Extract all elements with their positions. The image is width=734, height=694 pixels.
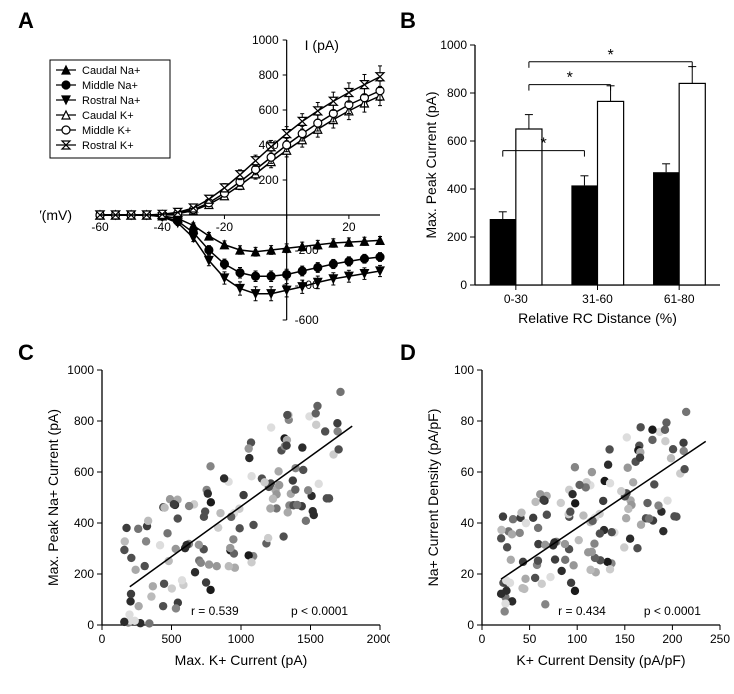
svg-text:61-80: 61-80 [664, 292, 695, 306]
svg-text:*: * [540, 136, 546, 153]
svg-text:K+ Current Density (pA/pF): K+ Current Density (pA/pF) [516, 652, 685, 668]
svg-text:200: 200 [662, 632, 682, 646]
svg-text:600: 600 [259, 103, 279, 117]
svg-text:100: 100 [567, 632, 587, 646]
svg-text:2000: 2000 [367, 632, 390, 646]
svg-text:p < 0.0001: p < 0.0001 [291, 604, 348, 618]
svg-text:Rostral Na+: Rostral Na+ [82, 95, 140, 107]
panel-a-chart: -60-40-2020-600-400-2002004006008001000V… [40, 30, 390, 330]
svg-text:60: 60 [461, 465, 475, 479]
svg-text:-20: -20 [216, 220, 234, 234]
svg-text:-40: -40 [154, 220, 172, 234]
svg-text:800: 800 [447, 86, 467, 100]
svg-text:0-30: 0-30 [504, 292, 528, 306]
svg-text:1000: 1000 [67, 363, 94, 377]
svg-text:*: * [567, 70, 573, 87]
svg-text:0: 0 [460, 278, 467, 292]
svg-text:-60: -60 [91, 220, 109, 234]
svg-text:Middle Na+: Middle Na+ [82, 80, 138, 92]
svg-text:600: 600 [74, 465, 94, 479]
svg-text:80: 80 [461, 414, 475, 428]
svg-text:V(mV): V(mV) [40, 207, 72, 223]
svg-text:0: 0 [87, 618, 94, 632]
svg-text:100: 100 [454, 363, 474, 377]
svg-text:500: 500 [161, 632, 181, 646]
svg-text:Max. Peak Current (pA): Max. Peak Current (pA) [423, 91, 439, 238]
svg-text:Caudal K+: Caudal K+ [82, 110, 134, 122]
svg-text:I (pA): I (pA) [305, 37, 339, 53]
svg-text:Caudal Na+: Caudal Na+ [82, 65, 140, 77]
svg-text:200: 200 [447, 230, 467, 244]
svg-text:Middle K+: Middle K+ [82, 125, 131, 137]
svg-text:Max. K+ Current (pA): Max. K+ Current (pA) [175, 652, 308, 668]
svg-text:p < 0.0001: p < 0.0001 [644, 604, 701, 618]
svg-text:0: 0 [467, 618, 474, 632]
svg-text:*: * [607, 47, 613, 64]
svg-text:400: 400 [74, 516, 94, 530]
panel-label-c: C [18, 340, 34, 366]
svg-text:50: 50 [523, 632, 537, 646]
svg-text:400: 400 [447, 182, 467, 196]
panel-b-chart: 0 200 400 600 800 1000 Max. Peak Current (pA) 0… [420, 30, 730, 330]
panel-label-a: A [18, 8, 34, 34]
svg-text:1000: 1000 [228, 632, 255, 646]
svg-text:800: 800 [259, 68, 279, 82]
svg-text:200: 200 [259, 173, 279, 187]
panel-label-d: D [400, 340, 416, 366]
svg-text:r = 0.434: r = 0.434 [558, 604, 606, 618]
svg-text:800: 800 [74, 414, 94, 428]
svg-text:Max. Peak Na+ Current (pA): Max. Peak Na+ Current (pA) [45, 409, 61, 586]
svg-text:1000: 1000 [252, 33, 279, 47]
svg-text:200: 200 [74, 567, 94, 581]
svg-text:31-60: 31-60 [582, 292, 613, 306]
svg-text:Na+ Current Density (pA/pF): Na+ Current Density (pA/pF) [425, 409, 441, 587]
svg-text:Relative RC Distance (%): Relative RC Distance (%) [518, 310, 677, 326]
svg-text:0: 0 [99, 632, 106, 646]
panel-label-b: B [400, 8, 416, 34]
svg-text:20: 20 [461, 567, 475, 581]
svg-text:150: 150 [615, 632, 635, 646]
svg-text:40: 40 [461, 516, 475, 530]
svg-text:20: 20 [342, 220, 356, 234]
svg-text:600: 600 [447, 134, 467, 148]
svg-text:0: 0 [479, 632, 486, 646]
svg-text:1000: 1000 [440, 38, 467, 52]
svg-text:1500: 1500 [297, 632, 324, 646]
panel-c-chart: 0 500 1000 1500 2000 0 200 400 600 800 1000 Max. K+… [40, 360, 390, 680]
svg-text:-600: -600 [295, 313, 319, 327]
panel-d-chart: 0 50 100 150 200 250 0 20 40 60 80 100 K+ Current De… [420, 360, 730, 680]
svg-text:r = 0.539: r = 0.539 [191, 604, 239, 618]
svg-text:250: 250 [710, 632, 730, 646]
svg-text:Rostral K+: Rostral K+ [82, 140, 134, 152]
